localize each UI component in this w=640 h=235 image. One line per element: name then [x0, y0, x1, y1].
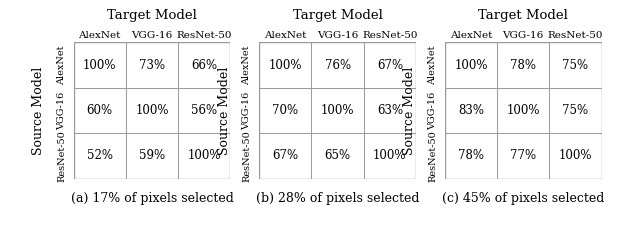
Text: 75%: 75%: [563, 104, 589, 117]
Text: 100%: 100%: [454, 59, 488, 71]
Text: Source Model: Source Model: [403, 66, 416, 155]
Text: VGG-16: VGG-16: [502, 31, 544, 40]
Text: 66%: 66%: [191, 59, 218, 71]
Text: VGG-16: VGG-16: [428, 91, 437, 129]
Text: ResNet-50: ResNet-50: [243, 130, 252, 182]
Text: 100%: 100%: [135, 104, 169, 117]
Text: AlexNet: AlexNet: [79, 31, 121, 40]
Text: 60%: 60%: [86, 104, 113, 117]
Text: 100%: 100%: [269, 59, 302, 71]
Text: AlexNet: AlexNet: [243, 45, 252, 85]
Text: 59%: 59%: [139, 149, 165, 162]
Text: 76%: 76%: [324, 59, 351, 71]
Text: (a) 17% of pixels selected: (a) 17% of pixels selected: [70, 192, 234, 204]
Text: ResNet-50: ResNet-50: [548, 31, 604, 40]
Text: Target Model: Target Model: [292, 9, 383, 22]
Text: 100%: 100%: [83, 59, 116, 71]
Text: 70%: 70%: [272, 104, 298, 117]
Text: 56%: 56%: [191, 104, 218, 117]
Text: (c) 45% of pixels selected: (c) 45% of pixels selected: [442, 192, 604, 204]
Text: 65%: 65%: [324, 149, 351, 162]
Text: Source Model: Source Model: [218, 66, 230, 155]
Text: 100%: 100%: [373, 149, 406, 162]
Text: 78%: 78%: [510, 59, 536, 71]
Text: AlexNet: AlexNet: [57, 45, 66, 85]
Text: ResNet-50: ResNet-50: [57, 130, 66, 182]
Text: 67%: 67%: [377, 59, 403, 71]
Text: ResNet-50: ResNet-50: [362, 31, 418, 40]
Text: VGG-16: VGG-16: [317, 31, 358, 40]
Text: 100%: 100%: [188, 149, 221, 162]
Text: VGG-16: VGG-16: [131, 31, 173, 40]
Text: ResNet-50: ResNet-50: [177, 31, 232, 40]
Text: AlexNet: AlexNet: [428, 45, 437, 85]
Text: 100%: 100%: [559, 149, 592, 162]
Text: Target Model: Target Model: [478, 9, 568, 22]
Text: 100%: 100%: [506, 104, 540, 117]
Text: 100%: 100%: [321, 104, 355, 117]
Text: 78%: 78%: [458, 149, 484, 162]
Text: (b) 28% of pixels selected: (b) 28% of pixels selected: [256, 192, 419, 204]
Text: 52%: 52%: [87, 149, 113, 162]
Text: 83%: 83%: [458, 104, 484, 117]
Text: 63%: 63%: [377, 104, 403, 117]
Text: Source Model: Source Model: [32, 66, 45, 155]
Text: AlexNet: AlexNet: [450, 31, 492, 40]
Text: 75%: 75%: [563, 59, 589, 71]
Text: AlexNet: AlexNet: [264, 31, 307, 40]
Text: 77%: 77%: [510, 149, 536, 162]
Text: VGG-16: VGG-16: [243, 91, 252, 129]
Text: 67%: 67%: [272, 149, 298, 162]
Text: ResNet-50: ResNet-50: [428, 130, 437, 182]
Text: Target Model: Target Model: [107, 9, 197, 22]
Text: VGG-16: VGG-16: [57, 91, 66, 129]
Text: 73%: 73%: [139, 59, 165, 71]
